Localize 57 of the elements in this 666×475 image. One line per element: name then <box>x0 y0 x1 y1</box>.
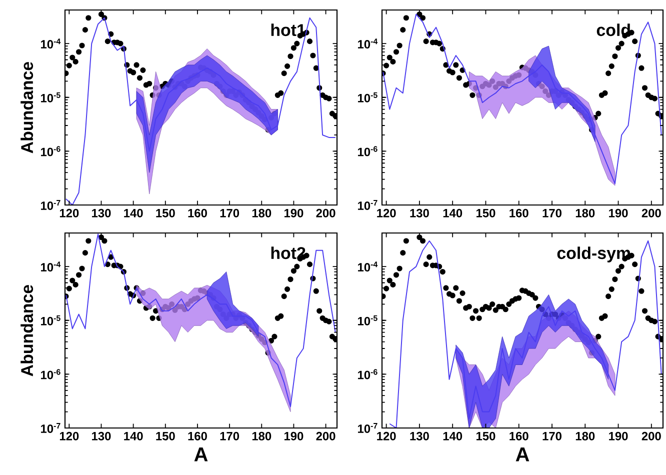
x-tick-label: 180 <box>576 208 595 218</box>
x-tick-label: 170 <box>542 432 562 440</box>
x-tick-label: 140 <box>124 208 143 218</box>
x-tick-label: 190 <box>609 432 628 440</box>
x-axis-title: A <box>516 448 530 462</box>
x-tick-label: 200 <box>316 208 336 218</box>
x-tick-label: 150 <box>156 432 175 440</box>
x-tick-label: 180 <box>576 432 595 440</box>
y-tick-label: 10$^{-6}$ <box>41 369 60 380</box>
x-tick-label: 130 <box>92 208 111 218</box>
x-axis-title: A <box>194 448 208 462</box>
y-tick-label: 10$^{-7}$ <box>358 423 378 433</box>
x-tick-label: 170 <box>220 208 240 218</box>
x-tick-label: 180 <box>252 208 272 218</box>
y-tick-label: 10$^{-4}$ <box>41 38 61 49</box>
x-tick-label: 140 <box>443 208 462 218</box>
x-tick-label: 190 <box>284 208 304 218</box>
y-tick-label: 10$^{-4}$ <box>41 262 61 272</box>
x-tick-label: 160 <box>510 208 528 218</box>
y-tick-label: 10$^{-5}$ <box>41 92 60 102</box>
x-tick-label: 200 <box>316 432 336 440</box>
y-tick-label: 10$^{-7}$ <box>41 200 60 210</box>
y-tick-label: 10$^{-7}$ <box>41 423 60 433</box>
y-tick-label: 10$^{-6}$ <box>358 146 378 156</box>
y-tick-label: 10$^{-5}$ <box>358 315 378 326</box>
x-tick-label: 150 <box>476 208 496 218</box>
x-tick-label: 160 <box>188 432 207 440</box>
y-tick-label: 10$^{-6}$ <box>358 369 378 380</box>
x-tick-label: 120 <box>60 208 79 218</box>
x-tick-label: 190 <box>609 208 628 218</box>
x-tick-label: 120 <box>60 432 79 440</box>
x-tick-label: 150 <box>476 432 496 440</box>
x-tick-label: 150 <box>156 208 175 218</box>
x-tick-label: 160 <box>188 208 207 218</box>
x-tick-label: 130 <box>92 432 111 440</box>
y-tick-label: 10$^{-4}$ <box>358 38 378 49</box>
x-tick-label: 170 <box>220 432 240 440</box>
y-tick-label: 10$^{-4}$ <box>358 262 378 272</box>
y-tick-label: 10$^{-7}$ <box>358 200 378 210</box>
y-tick-label: 10$^{-6}$ <box>41 146 60 156</box>
x-tick-label: 170 <box>542 208 562 218</box>
x-tick-label: 130 <box>410 432 429 440</box>
x-tick-label: 120 <box>377 208 396 218</box>
y-tick-label: 10$^{-5}$ <box>41 315 60 326</box>
x-tick-label: 140 <box>443 432 462 440</box>
y-axis-title: Abundance <box>20 284 34 376</box>
y-axis-title: Abundance <box>20 62 34 154</box>
x-tick-label: 180 <box>252 432 272 440</box>
x-tick-label: 120 <box>377 432 396 440</box>
x-tick-label: 190 <box>284 432 304 440</box>
x-tick-label: 200 <box>642 208 661 218</box>
x-tick-label: 160 <box>510 432 528 440</box>
y-tick-label: 10$^{-5}$ <box>358 92 378 102</box>
x-tick-label: 200 <box>642 432 661 440</box>
x-tick-label: 130 <box>410 208 429 218</box>
x-tick-label: 140 <box>124 432 143 440</box>
text: cold-sym <box>557 246 630 262</box>
